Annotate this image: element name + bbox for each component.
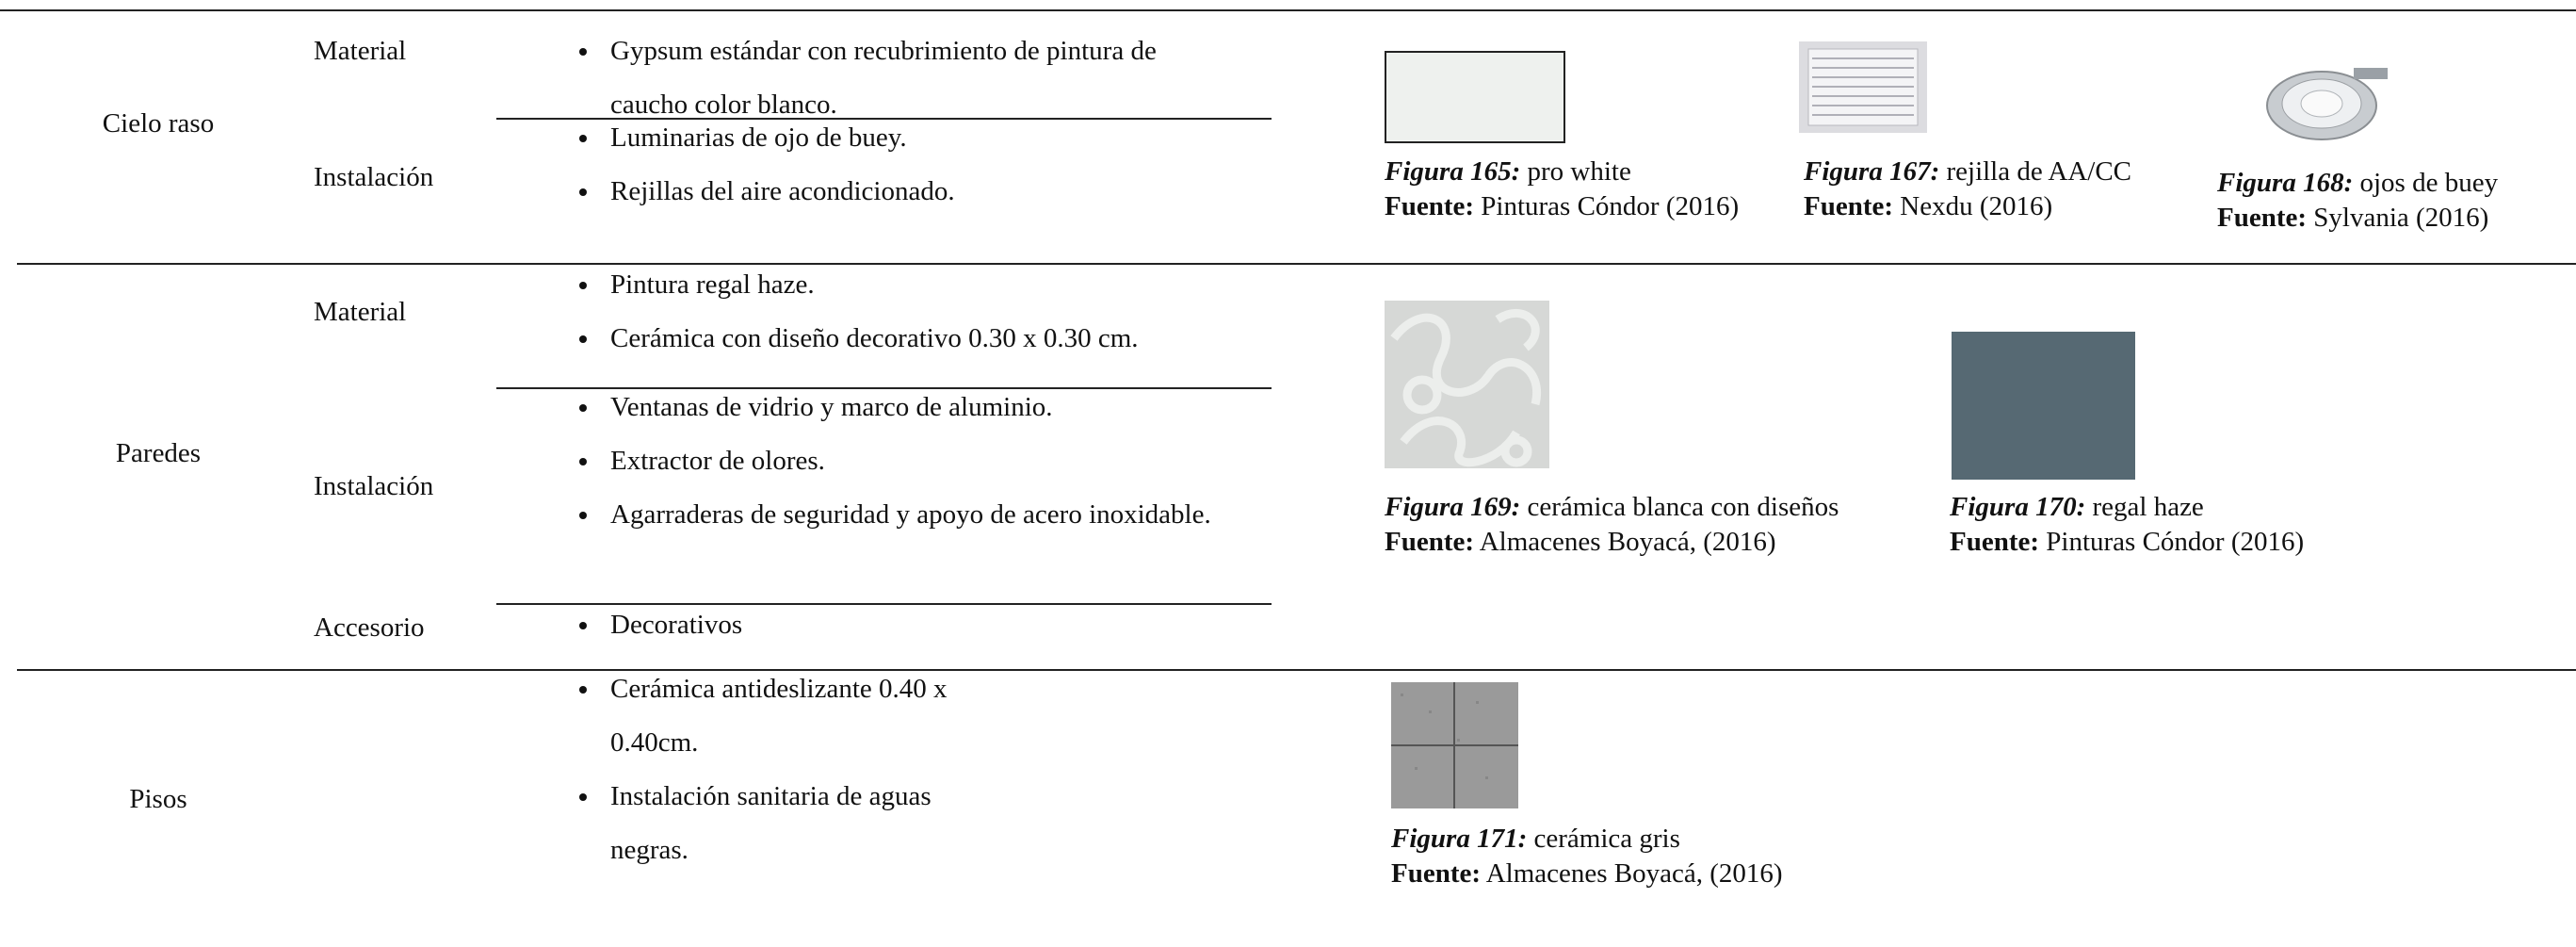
rule <box>0 9 2576 11</box>
item: Cerámica con diseño decorativo 0.30 x 0.… <box>601 312 1232 366</box>
sub-rule <box>496 118 1272 120</box>
figure-label: Figura 167: <box>1804 156 1940 187</box>
item: Pintura regal haze. <box>601 258 1232 312</box>
source-line: Fuente: Almacenes Boyacá, (2016) <box>1385 525 1839 560</box>
item: Agarraderas de seguridad y apoyo de acer… <box>601 488 1232 542</box>
area-label: Cielo raso <box>102 108 215 139</box>
figure-number: Figura 167: <box>1804 156 1939 187</box>
source-text: Almacenes Boyacá, (2016) <box>1485 858 1783 889</box>
figure-caption: Figura 171: cerámica gris Fuente: Almacen… <box>1391 822 1783 891</box>
figure-caption: Figura 165: pro white Fuente: Pinturas Có… <box>1385 155 1739 224</box>
source-text: Pinturas Cóndor (2016) <box>1481 191 1740 221</box>
item-list: Luminarias de ojo de buey.Rejillas del a… <box>565 111 1232 219</box>
caption-line: Figura 169: cerámica blanca con diseños <box>1385 490 1839 525</box>
figure-label: Figura 171: <box>1391 824 1528 854</box>
figure-label: Figura 169: <box>1385 492 1521 522</box>
area-label: Pisos <box>129 784 187 814</box>
figure-number: Figura 169: <box>1385 492 1520 522</box>
item: Decorativos <box>601 598 1232 652</box>
figure-number: Figura 165: <box>1385 156 1520 187</box>
source-line: Fuente: Pinturas Cóndor (2016) <box>1385 189 1739 224</box>
item: Extractor de olores. <box>601 434 1232 488</box>
source-line: Fuente: Sylvania (2016) <box>2217 201 2498 236</box>
figure-number: Figura 168: <box>2217 168 2353 198</box>
figure-text: ojos de buey <box>2359 168 2499 198</box>
source-line: Fuente: Pinturas Cóndor (2016) <box>1950 525 2304 560</box>
item-list: Cerámica antideslizante 0.40 x 0.40cm.In… <box>565 662 1015 877</box>
item: Gypsum estándar con recubrimiento de pin… <box>601 24 1232 132</box>
item: Instalación sanitaria de aguas negras. <box>601 770 1015 877</box>
sub-rule <box>496 387 1272 389</box>
source-text: Pinturas Cóndor (2016) <box>2046 527 2305 557</box>
group-label: Material <box>314 36 407 66</box>
group-label: Instalación <box>314 471 434 501</box>
item-list: Gypsum estándar con recubrimiento de pin… <box>565 24 1232 132</box>
source-text: Almacenes Boyacá, (2016) <box>1479 527 1776 557</box>
group-label: Instalación <box>314 162 434 192</box>
sub-rule <box>496 603 1272 605</box>
figure-text: rejilla de AA/CC <box>1946 156 2132 187</box>
group-label: Material <box>314 297 407 327</box>
caption-line: Figura 171: cerámica gris <box>1391 822 1783 857</box>
rule <box>17 263 2576 265</box>
figure-caption: Figura 167: rejilla de AA/CC Fuente: Nexd… <box>1804 155 2131 224</box>
figure-number: Figura 171: <box>1391 824 1527 854</box>
source-label: Fuente: <box>1950 527 2040 557</box>
source-text: Sylvania (2016) <box>2313 203 2489 233</box>
area-label: Paredes <box>115 438 202 468</box>
image-regal-haze <box>1952 332 2135 480</box>
item: Luminarias de ojo de buey. <box>601 111 1232 165</box>
source-line: Fuente: Almacenes Boyacá, (2016) <box>1391 857 1783 891</box>
source-label: Fuente: <box>1391 858 1482 889</box>
item-list: Ventanas de vidrio y marco de aluminio.E… <box>565 381 1232 542</box>
figure-number: Figura 170: <box>1950 492 2085 522</box>
caption-line: Figura 167: rejilla de AA/CC <box>1804 155 2131 189</box>
source-label: Fuente: <box>1804 191 1894 221</box>
figure-caption: Figura 169: cerámica blanca con diseños F… <box>1385 490 1839 560</box>
item-list: Pintura regal haze.Cerámica con diseño d… <box>565 258 1232 366</box>
caption-line: Figura 165: pro white <box>1385 155 1739 189</box>
source-text: Nexdu (2016) <box>1900 191 2053 221</box>
image-downlight <box>2266 68 2388 140</box>
source-label: Fuente: <box>1385 527 1475 557</box>
figure-caption: Figura 170: regal haze Fuente: Pinturas C… <box>1950 490 2304 560</box>
image-grille <box>1799 41 1927 133</box>
figure-label: Figura 170: <box>1950 492 2086 522</box>
figure-label: Figura 165: <box>1385 156 1521 187</box>
source-label: Fuente: <box>1385 191 1475 221</box>
figure-label: Figura 168: <box>2217 168 2354 198</box>
item: Cerámica antideslizante 0.40 x 0.40cm. <box>601 662 1015 770</box>
caption-line: Figura 170: regal haze <box>1950 490 2304 525</box>
item-list: Decorativos <box>565 598 1232 652</box>
item: Rejillas del aire acondicionado. <box>601 165 1232 219</box>
figure-text: pro white <box>1527 156 1631 187</box>
image-pro-white <box>1385 51 1565 143</box>
figure-text: cerámica blanca con diseños <box>1527 492 1839 522</box>
figure-text: cerámica gris <box>1533 824 1680 854</box>
source-label: Fuente: <box>2217 203 2308 233</box>
figure-text: regal haze <box>2092 492 2204 522</box>
image-ceramic-white <box>1385 301 1549 468</box>
group-label: Accesorio <box>314 612 425 643</box>
rule <box>17 669 2576 671</box>
figure-caption: Figura 168: ojos de buey Fuente: Sylvania… <box>2217 166 2498 236</box>
source-line: Fuente: Nexdu (2016) <box>1804 189 2131 224</box>
caption-line: Figura 168: ojos de buey <box>2217 166 2498 201</box>
item: Ventanas de vidrio y marco de aluminio. <box>601 381 1232 434</box>
image-ceramic-gray <box>1391 682 1518 808</box>
